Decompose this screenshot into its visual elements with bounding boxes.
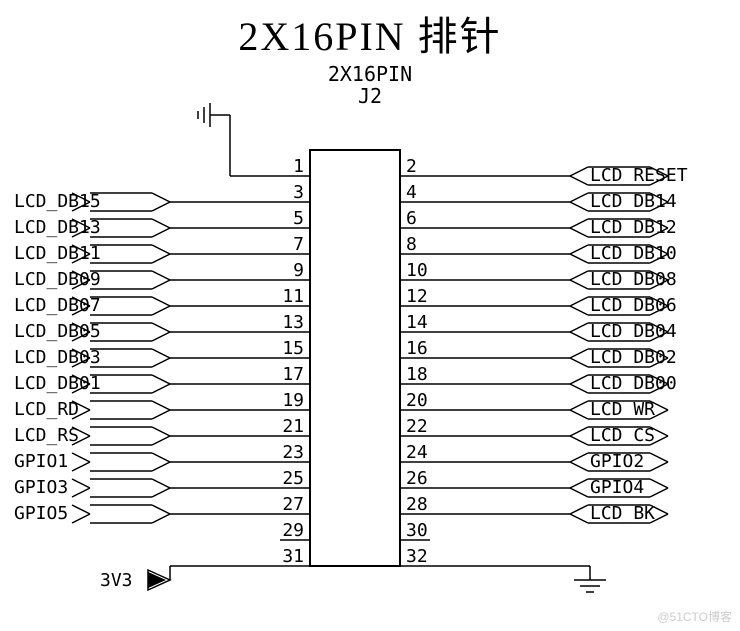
pin-number: 23 — [282, 442, 304, 463]
pin-number: 2 — [406, 156, 417, 177]
net-label-shape — [72, 505, 170, 523]
net-label-right: LCD_DB04 — [590, 321, 677, 342]
pin-number: 30 — [406, 520, 428, 541]
pin-number: 10 — [406, 260, 428, 281]
net-label-left: LCD_DB13 — [14, 217, 101, 238]
net-label-right: LCD_RESET — [590, 165, 688, 186]
pinout-diagram: 13LCD_DB155LCD_DB137LCD_DB119LCD_DB0911L… — [0, 0, 740, 631]
net-label-shape — [72, 427, 170, 445]
pin-number: 15 — [282, 338, 304, 359]
net-label-left: LCD_DB03 — [14, 347, 101, 368]
pin-number: 5 — [293, 208, 304, 229]
net-label-left: GPIO5 — [14, 503, 68, 524]
pin-number: 11 — [282, 286, 304, 307]
net-label-right: GPIO2 — [590, 451, 644, 472]
pin-number: 25 — [282, 468, 304, 489]
pin-number: 6 — [406, 208, 417, 229]
net-label-left: LCD_RS — [14, 425, 79, 446]
pin-number: 8 — [406, 234, 417, 255]
net-label-left: LCD_DB05 — [14, 321, 101, 342]
pin-number: 4 — [406, 182, 417, 203]
pin-number: 7 — [293, 234, 304, 255]
pin-number: 17 — [282, 364, 304, 385]
net-label-left: LCD_DB07 — [14, 295, 101, 316]
pin-number: 32 — [406, 546, 428, 567]
net-label-left: LCD_DB09 — [14, 269, 101, 290]
pin-number: 18 — [406, 364, 428, 385]
pin-number: 16 — [406, 338, 428, 359]
net-label-right: LCD_DB02 — [590, 347, 677, 368]
net-label-right: LCD_DB12 — [590, 217, 677, 238]
net-label-left: GPIO1 — [14, 451, 68, 472]
net-label-right: LCD_DB10 — [590, 243, 677, 264]
net-label-shape — [72, 453, 170, 471]
net-label-left: LCD_DB01 — [14, 373, 101, 394]
net-label-left: GPIO3 — [14, 477, 68, 498]
pin-number: 26 — [406, 468, 428, 489]
watermark: @51CTO博客 — [657, 608, 732, 625]
connector-body — [310, 150, 400, 566]
net-label-right: LCD_DB08 — [590, 269, 677, 290]
net-label-right: LCD_DB00 — [590, 373, 677, 394]
net-label-right: LCD_CS — [590, 425, 655, 446]
net-label-shape — [72, 401, 170, 419]
pin-number: 22 — [406, 416, 428, 437]
net-label-left: LCD_DB15 — [14, 191, 101, 212]
net-label-right: GPIO4 — [590, 477, 644, 498]
pin-number: 31 — [282, 546, 304, 567]
net-label-shape — [72, 479, 170, 497]
pin-number: 14 — [406, 312, 428, 333]
power-label: 3V3 — [100, 570, 133, 591]
net-label-right: LCD_DB14 — [590, 191, 677, 212]
pin-number: 9 — [293, 260, 304, 281]
net-label-left: LCD_RD — [14, 399, 79, 420]
pin-number: 29 — [282, 520, 304, 541]
net-label-right: LCD_BK — [590, 503, 655, 524]
pin-number: 1 — [293, 156, 304, 177]
pin-number: 3 — [293, 182, 304, 203]
pin-number: 27 — [282, 494, 304, 515]
pin-number: 13 — [282, 312, 304, 333]
pin-number: 20 — [406, 390, 428, 411]
net-label-left: LCD_DB11 — [14, 243, 101, 264]
pin-number: 12 — [406, 286, 428, 307]
net-label-right: LCD_WR — [590, 399, 655, 420]
pin-number: 24 — [406, 442, 428, 463]
pin-number: 21 — [282, 416, 304, 437]
pin-number: 28 — [406, 494, 428, 515]
net-label-right: LCD_DB06 — [590, 295, 677, 316]
pin-number: 19 — [282, 390, 304, 411]
